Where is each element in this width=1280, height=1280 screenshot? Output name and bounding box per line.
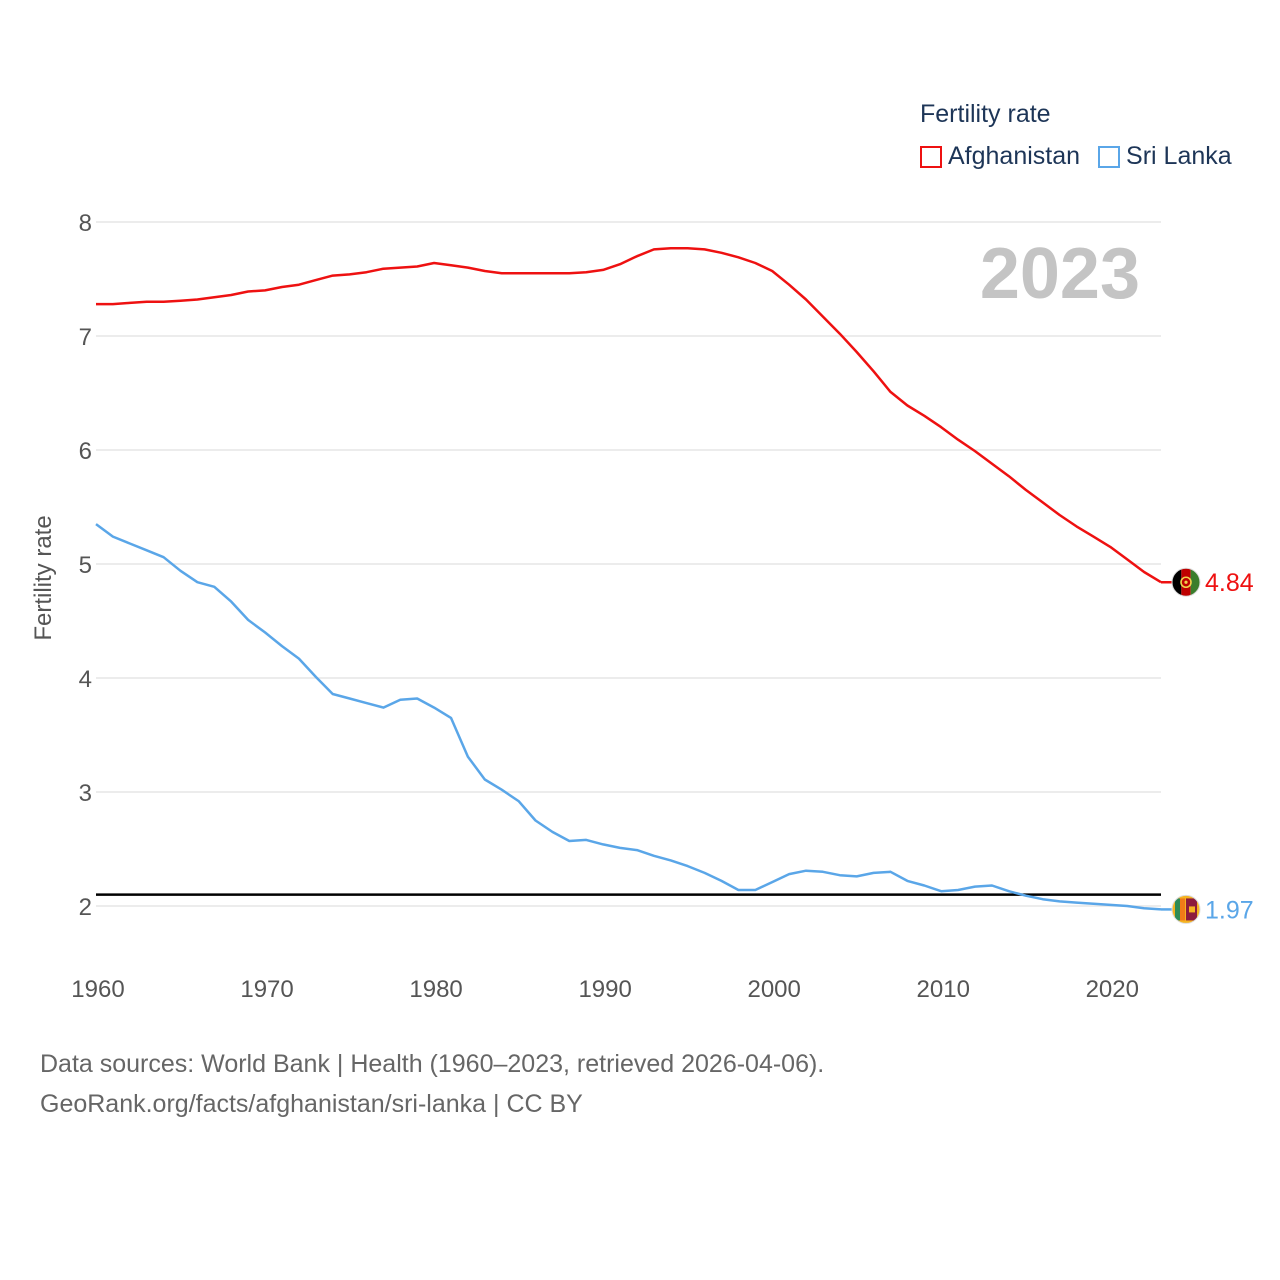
grid-lines (96, 221, 1161, 907)
legend-swatch-sri-lanka (1098, 145, 1121, 168)
x-tick-label: 1990 (578, 976, 631, 1003)
x-axis-ticks: 1960 1970 1980 1990 2000 2010 2020 (71, 976, 1139, 1003)
series-endpoints: 4.84 1.97 (1161, 567, 1254, 924)
x-tick-label: 2000 (747, 976, 800, 1003)
data-sources: Data sources: World Bank | Health (1960–… (40, 1044, 824, 1124)
series-lines (95, 246, 1162, 911)
y-axis-label: Fertility rate (30, 515, 57, 640)
attribution-link[interactable]: GeoRank.org/facts/afghanistan/sri-lanka … (40, 1090, 583, 1118)
year-label: 2023 (980, 234, 1140, 314)
x-tick-label: 1970 (240, 976, 293, 1003)
x-tick-label: 2010 (917, 976, 970, 1003)
y-axis-ticks: 2 3 4 5 6 7 8 (79, 210, 92, 921)
legend-item-afghanistan[interactable]: Afghanistan (920, 142, 1080, 171)
afghanistan-flag-icon (1171, 567, 1201, 597)
y-tick-label: 6 (79, 438, 92, 465)
y-tick-label: 3 (79, 780, 92, 807)
x-tick-label: 1960 (71, 976, 124, 1003)
series-line-afghanistan (96, 246, 1162, 584)
x-tick-label: 1980 (409, 976, 462, 1003)
y-tick-label: 2 (79, 894, 92, 921)
x-tick-label: 2020 (1086, 976, 1139, 1003)
sri-lanka-flag-icon (1171, 894, 1201, 924)
end-value-label-sri-lanka: 1.97 (1205, 896, 1254, 924)
end-value-label-afghanistan: 4.84 (1205, 569, 1254, 597)
legend-label-sri-lanka: Sri Lanka (1126, 142, 1232, 170)
y-tick-label: 5 (79, 552, 92, 579)
y-tick-label: 8 (79, 210, 92, 237)
legend-item-sri-lanka[interactable]: Sri Lanka (1098, 142, 1232, 171)
y-tick-label: 7 (79, 324, 92, 351)
legend-swatch-afghanistan (920, 145, 942, 168)
sources-line: Data sources: World Bank | Health (1960–… (40, 1050, 825, 1078)
series-line-sri-lanka (95, 523, 1162, 911)
legend: Afghanistan Sri Lanka (920, 142, 1232, 171)
legend-label-afghanistan: Afghanistan (948, 142, 1081, 170)
y-tick-label: 4 (79, 666, 92, 693)
legend-title: Fertility rate (920, 100, 1051, 128)
